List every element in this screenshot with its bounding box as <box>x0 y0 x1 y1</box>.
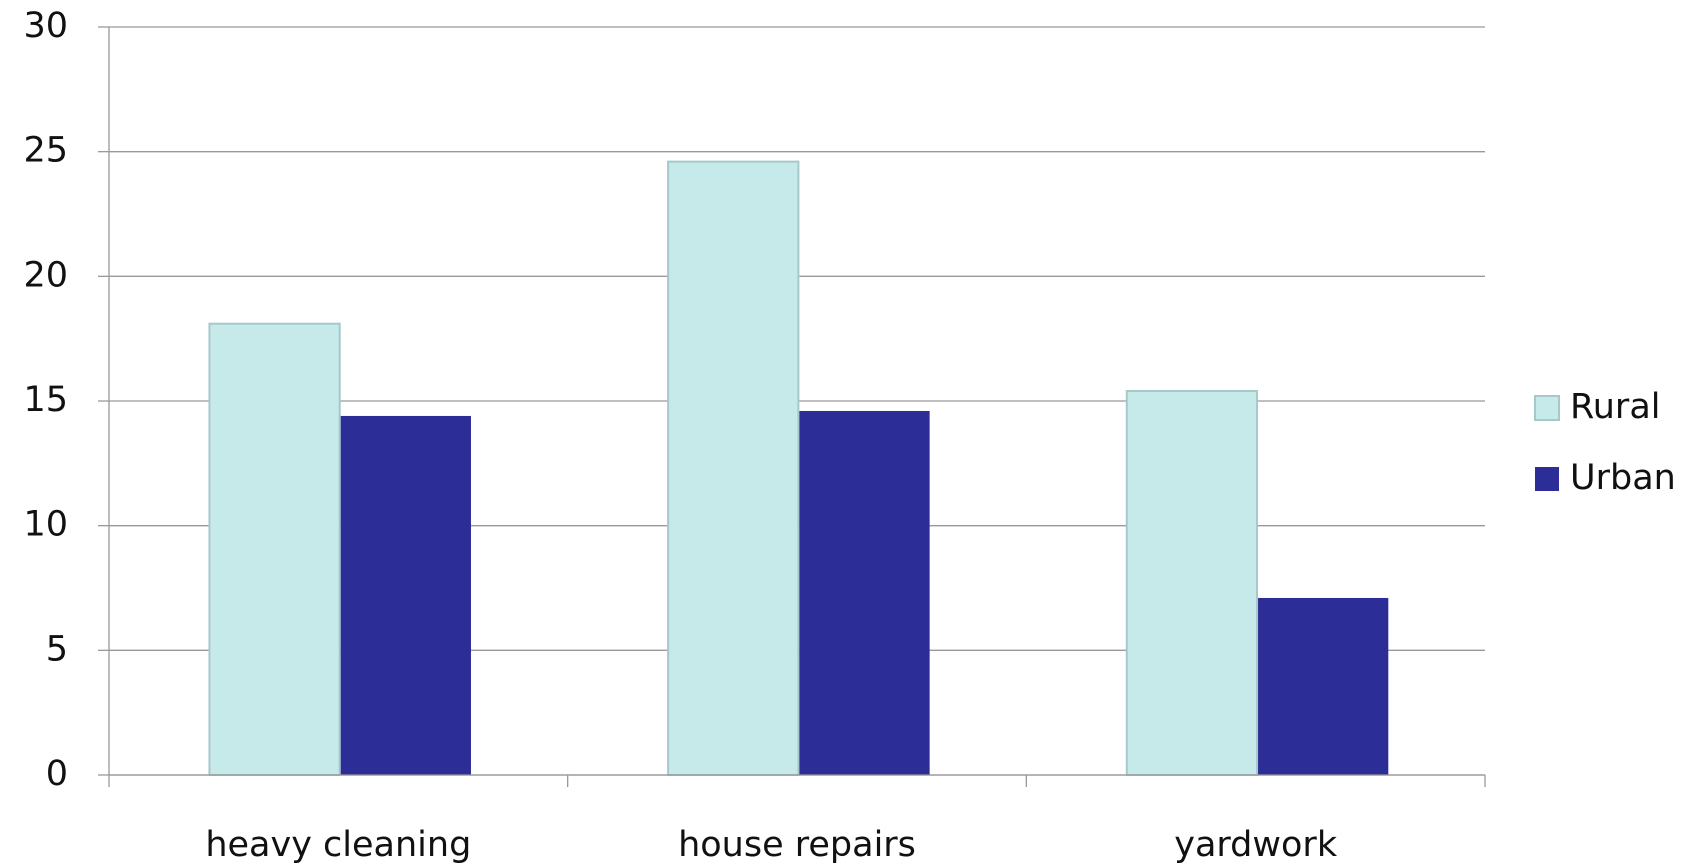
legend-swatch <box>1535 467 1559 491</box>
legend-swatch <box>1534 395 1560 421</box>
bar <box>1125 390 1259 776</box>
bar <box>1258 597 1389 775</box>
y-tick-label: 15 <box>23 380 68 420</box>
y-tick-label: 25 <box>23 131 68 171</box>
x-tick-label: yardwork <box>1174 825 1338 865</box>
y-tick-label: 30 <box>23 6 68 46</box>
x-tick-label: house repairs <box>678 825 916 865</box>
y-tick-label: 20 <box>23 255 68 295</box>
bar <box>667 160 800 776</box>
y-tick-label: 10 <box>23 505 68 545</box>
legend-label: Rural <box>1570 387 1661 427</box>
y-tick-label: 0 <box>46 754 68 794</box>
x-tick-label: heavy cleaning <box>205 825 471 865</box>
bar <box>340 415 471 775</box>
bar <box>799 410 930 775</box>
y-tick-label: 5 <box>46 629 68 669</box>
bar <box>208 322 341 776</box>
legend-label: Urban <box>1570 458 1676 498</box>
